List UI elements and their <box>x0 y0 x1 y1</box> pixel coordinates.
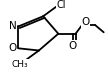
Text: CH₃: CH₃ <box>12 60 28 69</box>
Text: N: N <box>9 21 16 31</box>
Text: Cl: Cl <box>56 0 66 10</box>
Text: O: O <box>8 43 17 53</box>
Text: O: O <box>68 41 76 51</box>
Text: O: O <box>81 17 89 27</box>
